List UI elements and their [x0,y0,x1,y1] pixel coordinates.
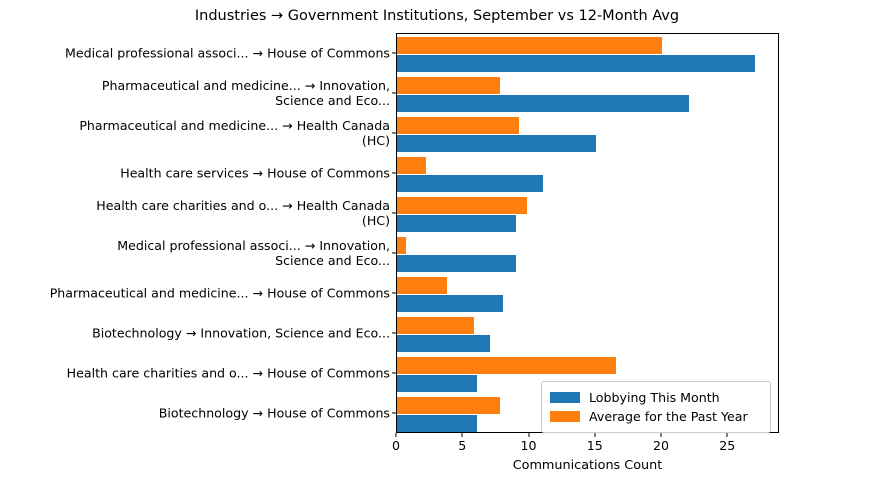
x-axis-tick-label: 5 [458,438,467,453]
y-axis-tick-label: Biotechnology → House of Commons [0,406,390,421]
bar-average-past-year [397,76,501,94]
x-axis-tick-mark [726,433,728,437]
y-axis-tick-label: Health care charities and o... → Health … [0,198,390,228]
x-axis-tick-mark [660,433,662,437]
x-axis-tick-mark [461,433,463,437]
legend-label-average-past-year: Average for the Past Year [589,409,748,424]
chart-legend[interactable]: Lobbying This Month Average for the Past… [541,381,771,433]
x-axis-tick-mark [395,433,397,437]
y-axis-tick-line: Medical professional associ... → Innovat… [117,238,390,253]
x-axis-label: Communications Count [512,458,663,473]
y-axis-tick-line: Science and Eco... [275,253,390,268]
bar-lobbying-this-month [397,174,543,192]
bar-average-past-year [397,276,448,294]
bar-average-past-year [397,196,527,214]
x-axis-tick-label: 15 [586,438,603,453]
x-axis-tick-mark [527,433,530,437]
chart-title: Industries → Government Institutions, Se… [194,8,680,24]
bar-average-past-year [397,356,616,374]
bar-average-past-year [397,36,663,54]
y-axis-tick-labels: Medical professional associ... → House o… [0,0,396,491]
bar-average-past-year [397,116,519,134]
x-axis-tick-mark [594,433,596,437]
x-axis-tick-label: 0 [391,438,401,453]
legend-item-average-past-year[interactable]: Average for the Past Year [550,407,762,426]
y-axis-tick-line: Science and Eco... [275,93,390,108]
bar-average-past-year [397,236,407,254]
y-axis-tick-label: Pharmaceutical and medicine... → Innovat… [0,78,390,108]
y-axis-tick-label: Pharmaceutical and medicine... → Health … [0,118,390,148]
plot-area [396,33,779,433]
bar-lobbying-this-month [397,214,517,232]
y-axis-tick-line: (HC) [361,133,390,148]
bar-lobbying-this-month [397,254,517,272]
bar-lobbying-this-month [397,134,596,152]
bar-average-past-year [397,396,501,414]
bar-average-past-year [397,156,427,174]
bar-lobbying-this-month [397,294,504,312]
y-axis-tick-label: Health care services → House of Commons [0,166,390,181]
y-axis-tick-line: Pharmaceutical and medicine... → Health … [79,118,390,133]
y-axis-tick-label: Biotechnology → Innovation, Science and … [0,326,390,341]
x-axis-tick-label: 10 [520,438,537,453]
y-axis-tick-line: Health care services → House of Commons [120,165,390,181]
y-axis-tick-label: Medical professional associ... → House o… [0,46,390,61]
y-axis-tick-label: Health care charities and o... → House o… [0,366,390,381]
y-axis-tick-label: Medical professional associ... → Innovat… [0,238,390,268]
y-axis-tick-line: Pharmaceutical and medicine... → House o… [49,285,390,301]
y-axis-tick-label: Pharmaceutical and medicine... → House o… [0,286,390,301]
bar-lobbying-this-month [397,334,490,352]
legend-label-lobbying-this-month: Lobbying This Month [589,390,720,405]
x-axis-tick-label: 25 [719,438,736,453]
legend-item-lobbying-this-month[interactable]: Lobbying This Month [550,388,762,407]
bar-average-past-year [397,316,474,334]
bar-lobbying-this-month [397,374,477,392]
y-axis-tick-line: Biotechnology → House of Commons [158,405,390,421]
y-axis-tick-line: Health care charities and o... → House o… [66,365,390,381]
y-axis-tick-line: Pharmaceutical and medicine... → Innovat… [101,78,390,93]
x-axis-tick-label: 20 [653,438,670,453]
legend-swatch-orange [550,411,580,422]
legend-swatch-blue [550,392,580,403]
y-axis-tick-line: Health care charities and o... → Health … [96,198,390,213]
y-axis-tick-line: Medical professional associ... → House o… [65,45,390,61]
y-axis-tick-line: Biotechnology → Innovation, Science and … [92,325,390,341]
bar-lobbying-this-month [397,414,477,432]
bar-lobbying-this-month [397,54,755,72]
y-axis-tick-line: (HC) [361,213,390,228]
bar-lobbying-this-month [397,94,689,112]
